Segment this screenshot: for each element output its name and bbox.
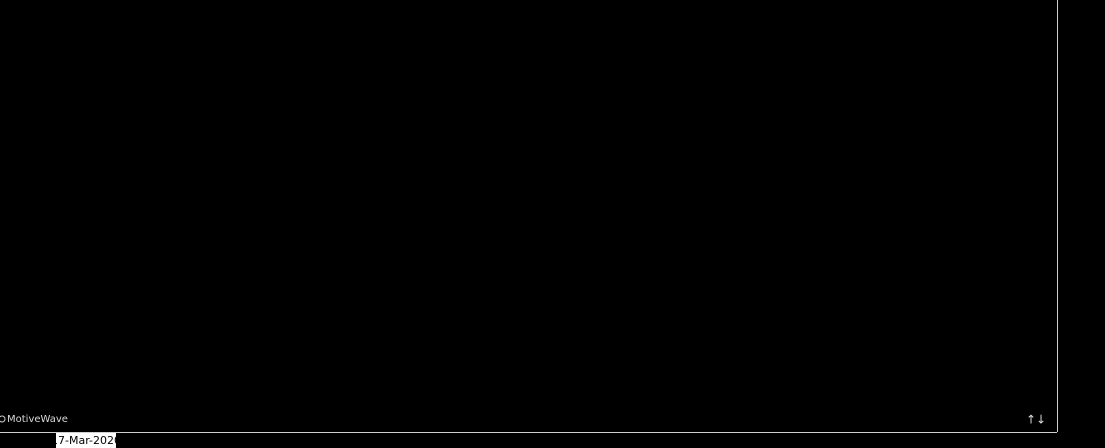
crosshair-label: 17-Mar-2020 <box>51 434 121 447</box>
crosshair-box <box>56 433 116 448</box>
brand: MotiveWave <box>7 414 68 425</box>
scroll-arrows[interactable]: ↑↓ <box>1026 413 1046 427</box>
brand-icon <box>0 415 6 423</box>
